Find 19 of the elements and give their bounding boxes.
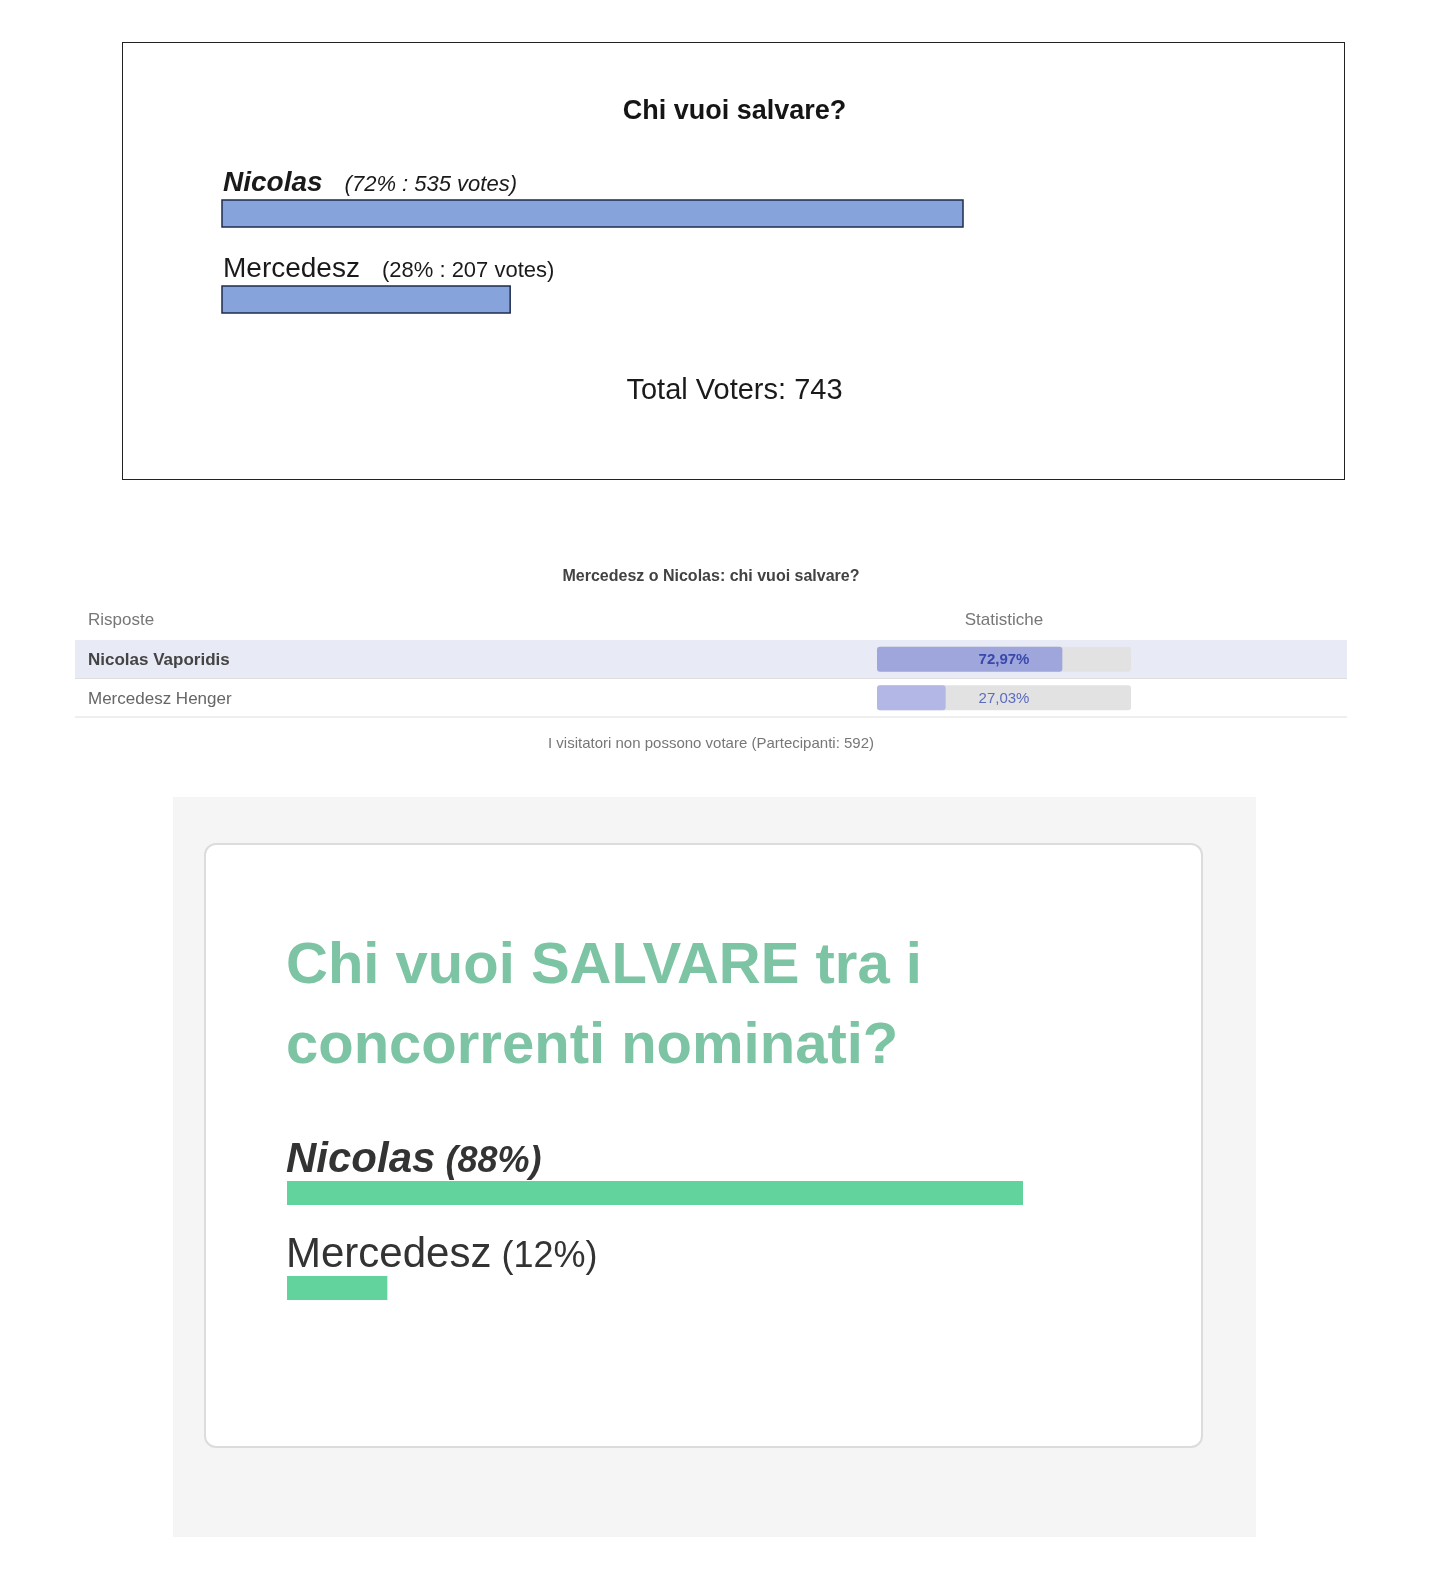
y-tick-label: Mercedesz xyxy=(286,1229,492,1276)
x-axis-title: Statistiche xyxy=(964,610,1044,629)
text: Mercedesz o Nicolas: chi vuoi salvare? xyxy=(562,567,860,584)
chart-title: Chi vuoi salvare? xyxy=(622,95,847,125)
y-tick-label: Mercedesz xyxy=(223,252,360,283)
data-label: (88%) xyxy=(445,1139,542,1180)
data-label: 27,03% xyxy=(978,688,1030,706)
data-label: (72% : 535 votes) xyxy=(344,171,518,196)
y-axis-title: Risposte xyxy=(88,610,155,629)
y-tick-label: Nicolas Vaporidis xyxy=(88,650,230,670)
data-label: 72,97% xyxy=(978,650,1030,668)
y-tick-label: Nicolas xyxy=(286,1134,436,1181)
y-tick-label: Nicolas xyxy=(223,166,323,197)
y-tick-label: Mercedesz Henger xyxy=(88,688,232,708)
chart-title: Chi vuoi SALVARE tra i concorrenti nominati? xyxy=(286,929,923,1077)
data-label: (28% : 207 votes) xyxy=(381,257,555,282)
data-label: (12%) xyxy=(501,1234,598,1275)
text: Total Voters: 743 xyxy=(626,373,843,405)
text: I visitatori non possono votare (Partecipanti: 592) xyxy=(547,734,875,751)
